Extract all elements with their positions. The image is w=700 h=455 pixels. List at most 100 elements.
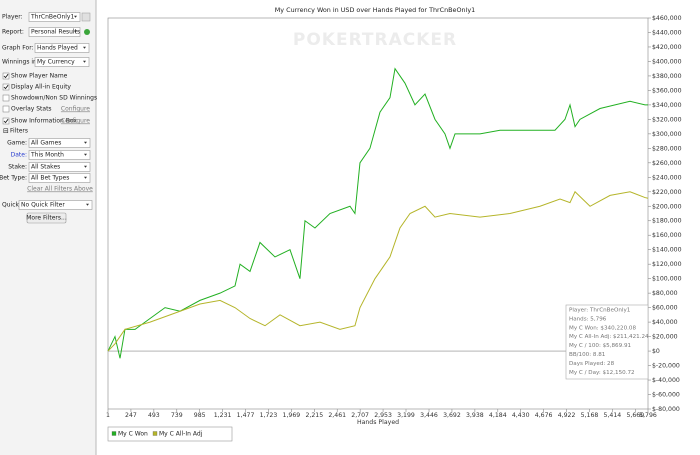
quick-label: Quick: xyxy=(2,202,21,209)
dropdown-value: My Currency xyxy=(37,59,75,66)
filter-label: Bet Type: xyxy=(0,175,27,182)
x-tick-label: 739 xyxy=(171,412,183,419)
series-line xyxy=(107,67,648,359)
y-tick-label: $20,000 xyxy=(652,334,678,341)
series-line xyxy=(107,190,649,352)
y-tick-label: $160,000 xyxy=(652,232,682,239)
more-filters-label: More Filters... xyxy=(26,215,67,222)
player-button[interactable] xyxy=(81,12,91,22)
legend-swatch xyxy=(111,431,117,436)
y-tick-label: $120,000 xyxy=(652,261,682,268)
x-tick-label: 2,215 xyxy=(305,412,323,419)
dropdown[interactable] xyxy=(28,27,81,37)
legend-label: My C Won xyxy=(118,431,148,438)
y-tick-label: $220,000 xyxy=(652,189,682,196)
x-tick-label: 1,723 xyxy=(260,412,278,419)
y-tick-label: $140,000 xyxy=(652,247,682,254)
check-mark xyxy=(3,73,9,79)
x-tick-label: 5,796 xyxy=(639,412,657,419)
dropdown-arrow xyxy=(74,15,77,18)
field-label: Report: xyxy=(2,29,24,36)
y-tick-label: $-20,000 xyxy=(652,363,680,370)
x-tick-label: 1,969 xyxy=(283,412,301,419)
dropdown[interactable] xyxy=(28,150,91,160)
dropdown[interactable] xyxy=(28,12,81,22)
x-tick-label: 1,477 xyxy=(237,412,255,419)
check-mark xyxy=(3,118,9,124)
legend-swatch xyxy=(152,431,158,436)
legend xyxy=(107,426,233,442)
x-tick-label: 2,707 xyxy=(351,412,369,419)
dropdown-arrow xyxy=(86,203,89,206)
dropdown[interactable] xyxy=(34,43,90,53)
x-axis-label: Hands Played xyxy=(357,419,399,426)
option-label: Show Information Box xyxy=(11,118,77,125)
x-tick-label: 2,461 xyxy=(328,412,346,419)
x-tick-label: 3,938 xyxy=(466,412,484,419)
checkbox[interactable] xyxy=(2,105,10,113)
y-tick-label: $80,000 xyxy=(652,290,678,297)
dropdown-arrow xyxy=(83,46,86,49)
info-line: Hands: 5,796 xyxy=(569,316,607,322)
checkbox[interactable] xyxy=(2,83,10,91)
checkbox[interactable] xyxy=(2,72,10,80)
configure-link[interactable]: Configure xyxy=(61,118,90,125)
info-box xyxy=(565,304,649,380)
info-line: BB/100: 8.81 xyxy=(569,352,606,358)
dropdown[interactable] xyxy=(28,162,91,172)
dropdown-arrow xyxy=(84,176,87,179)
y-tick-label: $380,000 xyxy=(652,73,682,80)
dropdown-value: This Month xyxy=(30,152,64,159)
y-tick-label: $60,000 xyxy=(652,305,678,312)
dropdown-arrow xyxy=(74,30,77,33)
info-line: Days Played: 28 xyxy=(569,361,615,367)
watermark: POKERTRACKER xyxy=(293,30,457,50)
x-tick-label: 3,446 xyxy=(420,412,438,419)
x-tick-label: 3,692 xyxy=(443,412,461,419)
x-tick-label: 5,660 xyxy=(626,412,644,419)
field-label: Graph For: xyxy=(2,45,34,52)
dropdown[interactable] xyxy=(34,57,90,67)
dropdown-value: Personal Results xyxy=(31,29,80,36)
y-tick-label: $240,000 xyxy=(652,174,682,181)
sidebar-panel xyxy=(0,0,96,455)
info-line: My C / Day: $12,150.72 xyxy=(569,370,635,376)
y-tick-label: $40,000 xyxy=(652,319,678,326)
configure-link[interactable]: Configure xyxy=(61,106,90,113)
x-tick-label: 4,430 xyxy=(512,412,530,419)
dropdown[interactable] xyxy=(28,173,91,183)
info-line: My C / 100: $5,869.91 xyxy=(569,343,632,349)
check-mark xyxy=(3,84,9,90)
refresh-icon[interactable] xyxy=(84,29,90,35)
filters-heading: Filters xyxy=(10,128,28,135)
legend-label: My C All-In Adj xyxy=(159,431,203,438)
x-tick-label: 1 xyxy=(106,412,110,419)
y-tick-label: $260,000 xyxy=(652,160,682,167)
y-tick-label: $360,000 xyxy=(652,87,682,94)
dropdown[interactable] xyxy=(18,200,93,210)
y-tick-label: $400,000 xyxy=(652,58,682,65)
x-tick-label: 1,231 xyxy=(214,412,232,419)
dropdown-value: All Games xyxy=(31,140,61,147)
y-tick-label: $280,000 xyxy=(652,145,682,152)
dropdown[interactable] xyxy=(28,138,91,148)
option-label: Overlay Stats xyxy=(11,106,52,113)
plot-area xyxy=(107,17,649,410)
y-tick-label: $420,000 xyxy=(652,44,682,51)
filter-label: Date: xyxy=(11,152,27,159)
checkbox[interactable] xyxy=(2,94,10,102)
x-tick-label: 4,922 xyxy=(558,412,576,419)
checkbox[interactable] xyxy=(2,117,10,125)
x-tick-label: 3,199 xyxy=(397,412,415,419)
y-tick-label: $320,000 xyxy=(652,116,682,123)
dropdown-value: ThrCnBeOnly1 xyxy=(30,14,74,21)
more-filters-button[interactable] xyxy=(26,212,67,224)
option-label: Showdown/Non SD Winnings xyxy=(11,95,97,102)
y-tick-label: $440,000 xyxy=(652,29,682,36)
dropdown-arrow xyxy=(83,60,86,63)
info-line: Player: ThrCnBeOnly1 xyxy=(569,308,631,314)
y-tick-label: $460,000 xyxy=(652,15,682,22)
x-tick-label: 985 xyxy=(194,412,206,419)
clear-filters-link[interactable]: Clear All Filters Above xyxy=(27,186,93,193)
